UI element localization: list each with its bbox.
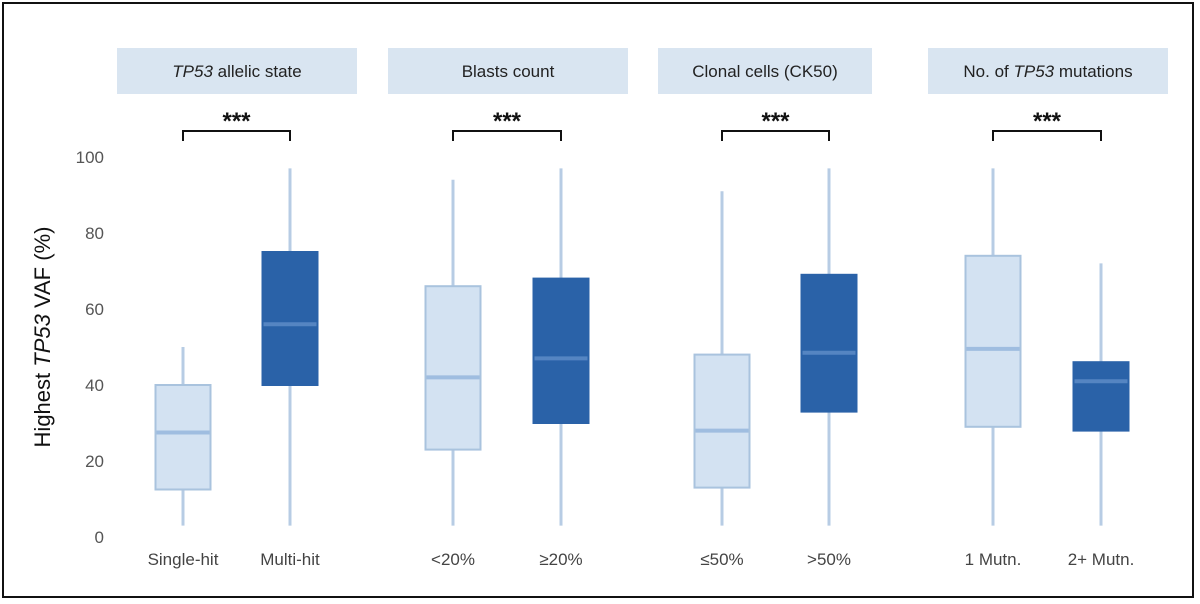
- box-iqr: [964, 254, 1022, 428]
- box-iqr: [154, 384, 212, 491]
- category-label: 2+ Mutn.: [1068, 550, 1135, 569]
- category-label: <20%: [431, 550, 475, 569]
- panel-title-part: No. of: [963, 62, 1013, 81]
- panel-header-box: [388, 48, 628, 94]
- panel-title-part: TP53: [1014, 62, 1055, 81]
- y-axis-title-gene: TP53: [30, 313, 55, 366]
- panel-title-part: allelic state: [213, 62, 302, 81]
- y-tick-label: 40: [85, 376, 104, 395]
- category-label: Single-hit: [148, 550, 219, 569]
- y-tick-label: 80: [85, 224, 104, 243]
- significance-stars: ***: [761, 108, 790, 135]
- panel-title: No. of TP53 mutations: [963, 62, 1132, 81]
- y-axis-title-prefix: Highest: [30, 367, 55, 448]
- panel-header-box: [658, 48, 872, 94]
- category-label: ≤50%: [700, 550, 743, 569]
- panel-title: Blasts count: [462, 62, 555, 81]
- panel-title-part: mutations: [1054, 62, 1132, 81]
- y-tick-label: 60: [85, 300, 104, 319]
- panel-title-part: Clonal cells (CK50): [692, 62, 838, 81]
- panel-title-part: Blasts count: [462, 62, 555, 81]
- box-iqr: [532, 277, 590, 424]
- category-label: ≥20%: [539, 550, 582, 569]
- box-iqr: [800, 273, 858, 413]
- y-axis-title-suffix: VAF (%): [30, 227, 55, 315]
- y-tick-label: 0: [95, 528, 104, 547]
- significance-stars: ***: [493, 108, 522, 135]
- y-tick-label: 100: [76, 148, 104, 167]
- significance-bracket: [992, 130, 1102, 141]
- significance-stars: ***: [1033, 108, 1062, 135]
- category-label: 1 Mutn.: [965, 550, 1022, 569]
- box-iqr: [424, 285, 482, 451]
- panel-header-box: [117, 48, 357, 94]
- significance-bracket: [452, 130, 562, 141]
- box-iqr: [693, 353, 751, 489]
- y-tick-label: 20: [85, 452, 104, 471]
- significance-bracket: [182, 130, 291, 141]
- box-iqr: [261, 251, 319, 386]
- y-axis-title: Highest TP53 VAF (%): [30, 227, 55, 448]
- category-label: Multi-hit: [260, 550, 320, 569]
- panel-title: TP53 allelic state: [172, 62, 301, 81]
- panel-title: Clonal cells (CK50): [692, 62, 838, 81]
- significance-bracket: [721, 130, 830, 141]
- panel-title-part: TP53: [172, 62, 213, 81]
- category-label: >50%: [807, 550, 851, 569]
- box-iqr: [1072, 361, 1130, 432]
- panel-header-box: [928, 48, 1168, 94]
- significance-stars: ***: [222, 108, 251, 135]
